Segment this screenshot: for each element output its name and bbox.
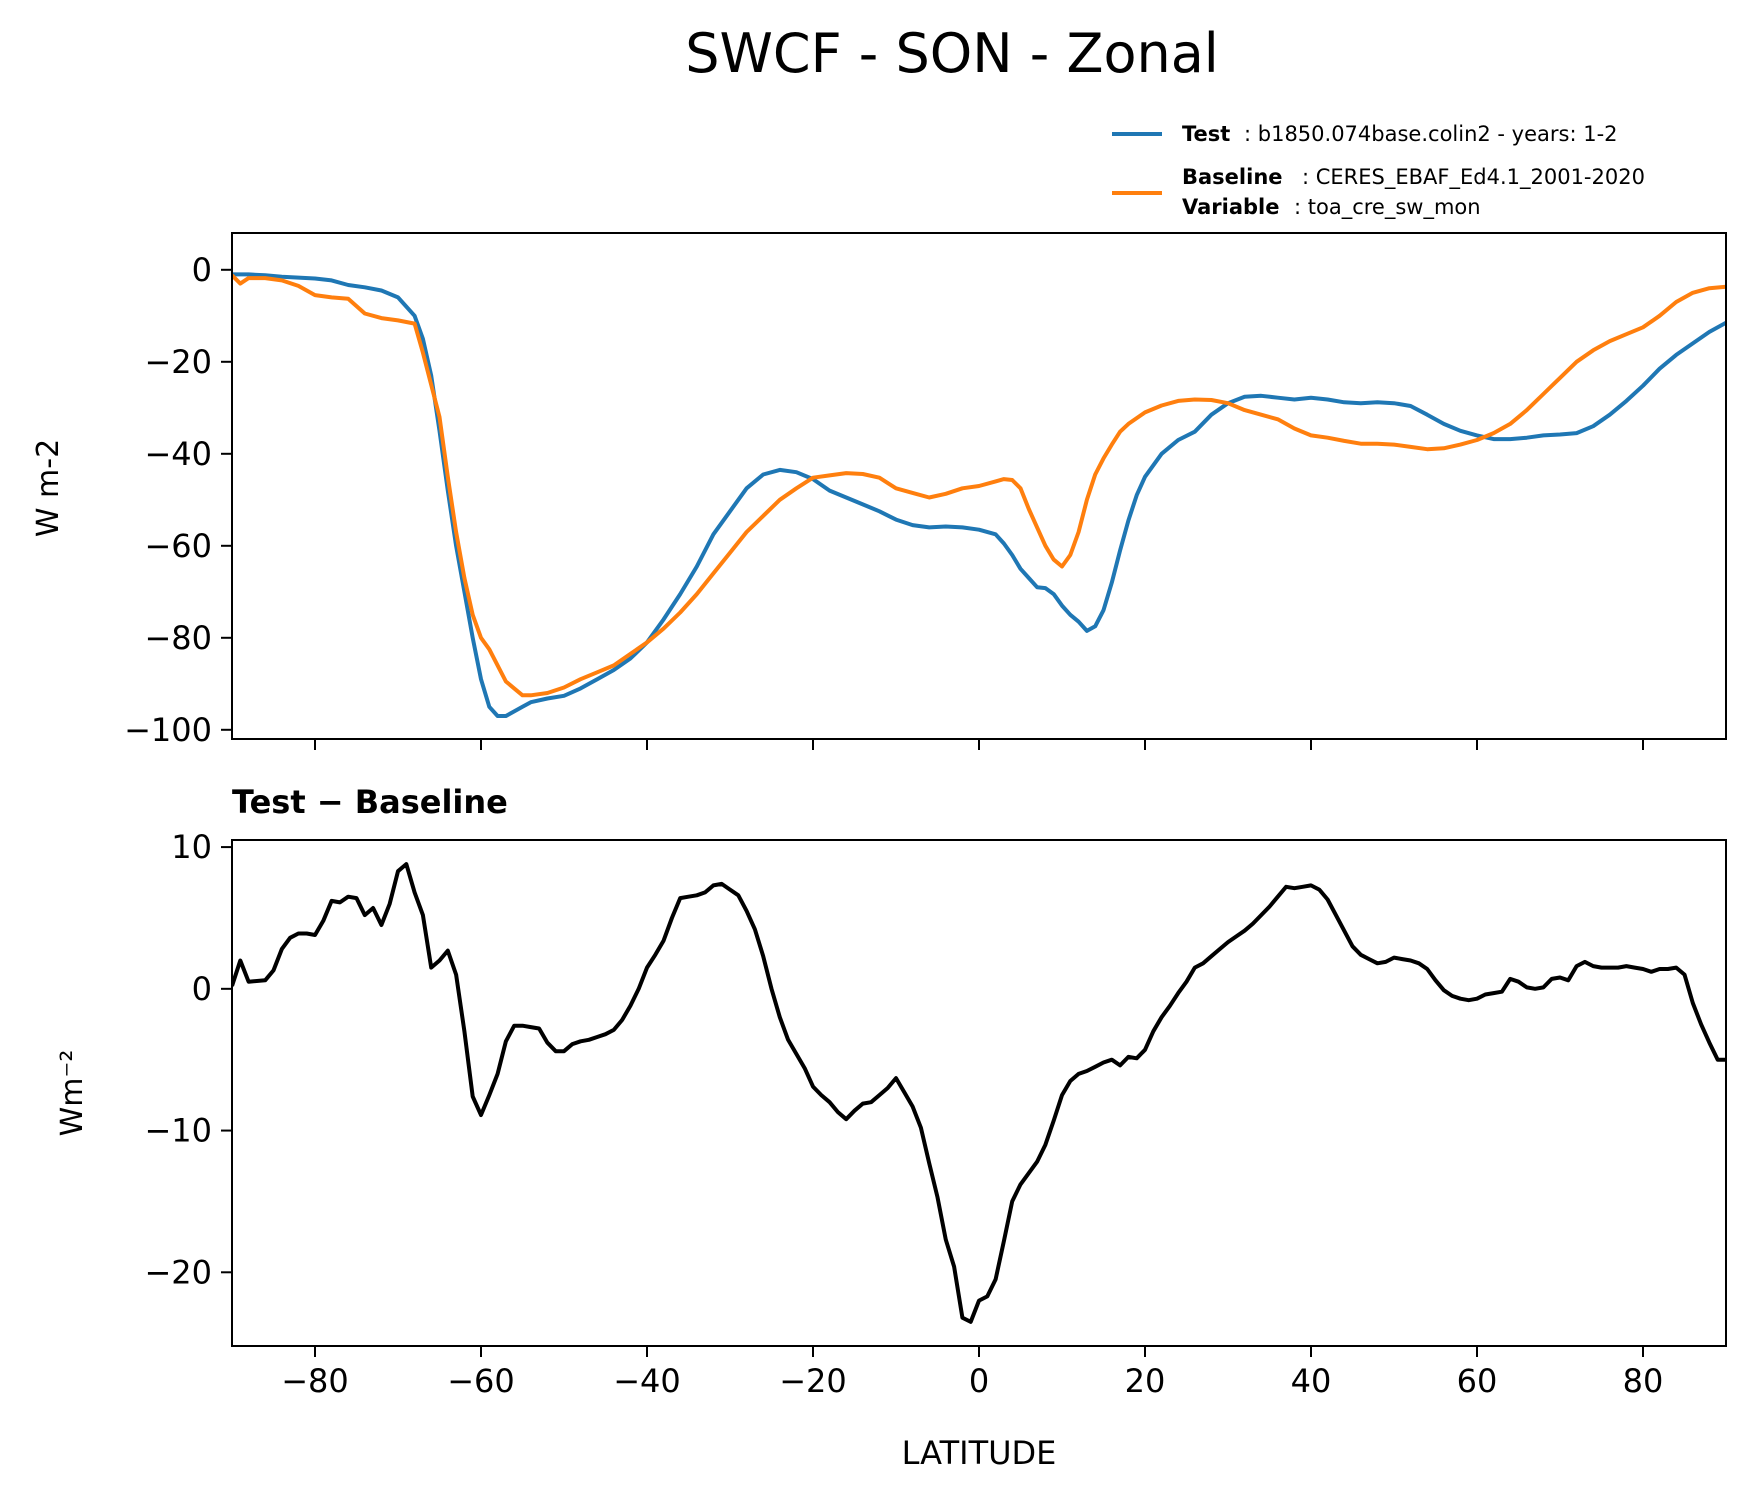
top-x-ticks <box>314 739 1644 750</box>
bottom-series-lines <box>232 862 1726 1324</box>
bottom-y-tick-label: −20 <box>144 1253 212 1291</box>
x-axis-label: LATITUDE <box>902 1434 1057 1472</box>
top-y-axis-label: W m-2 <box>31 439 66 537</box>
bottom-y-tick-label: −10 <box>144 1112 212 1150</box>
bottom-x-tick-label: 40 <box>1291 1362 1332 1400</box>
top-y-tick-label: 0 <box>192 251 212 289</box>
legend-baseline-label: Baseline <box>1182 165 1283 189</box>
bottom-x-ticks: −80 −60 −40 −20 0 20 40 60 80 <box>281 1346 1663 1400</box>
bottom-y-tick-label: 0 <box>192 970 212 1008</box>
bottom-x-tick-label: −40 <box>613 1362 681 1400</box>
bottom-panel-title: Test − Baseline <box>232 783 508 821</box>
bottom-x-tick-label: 20 <box>1125 1362 1166 1400</box>
bottom-series-test-baseline-line <box>232 862 1726 1324</box>
legend-variable-label: Variable <box>1182 195 1279 219</box>
top-y-ticks: 0 −20 −40 −60 −80 −100 <box>124 251 232 749</box>
top-series-test-line <box>232 272 1726 718</box>
legend-variable-value: : toa_cre_sw_mon <box>1294 195 1481 220</box>
bottom-x-tick-label: −60 <box>447 1362 515 1400</box>
bottom-y-ticks: 10 0 −10 −20 <box>144 828 232 1291</box>
top-y-tick-label: −60 <box>144 527 212 565</box>
bottom-x-tick-label: 80 <box>1623 1362 1664 1400</box>
bottom-panel: Test − Baseline −80 −60 −40 −20 0 20 40 60 80 10… <box>55 783 1727 1472</box>
bottom-axes-frame <box>231 839 1727 1347</box>
top-y-tick-label: −100 <box>124 711 212 749</box>
top-series-baseline-line <box>232 273 1726 698</box>
legend-test-label: Test <box>1182 122 1230 146</box>
top-series-lines <box>232 272 1726 718</box>
legend-baseline-value: : CERES_EBAF_Ed4.1_2001-2020 <box>1302 165 1645 190</box>
bottom-y-axis-label: Wm⁻² <box>55 1050 90 1137</box>
top-panel: 0 −20 −40 −60 −80 −100 W m-2 <box>31 232 1727 750</box>
figure-title: SWCF - SON - Zonal <box>685 22 1219 85</box>
bottom-x-tick-label: −80 <box>281 1362 349 1400</box>
top-y-tick-label: −80 <box>144 619 212 657</box>
bottom-x-tick-label: 0 <box>969 1362 989 1400</box>
bottom-y-tick-label: 10 <box>171 828 212 866</box>
top-y-tick-label: −20 <box>144 343 212 381</box>
legend: Test : b1850.074base.colin2 - years: 1-2… <box>1112 122 1645 220</box>
top-y-tick-label: −40 <box>144 435 212 473</box>
bottom-x-tick-label: 60 <box>1457 1362 1498 1400</box>
legend-test-value: : b1850.074base.colin2 - years: 1-2 <box>1244 122 1618 146</box>
bottom-x-tick-label: −20 <box>779 1362 847 1400</box>
